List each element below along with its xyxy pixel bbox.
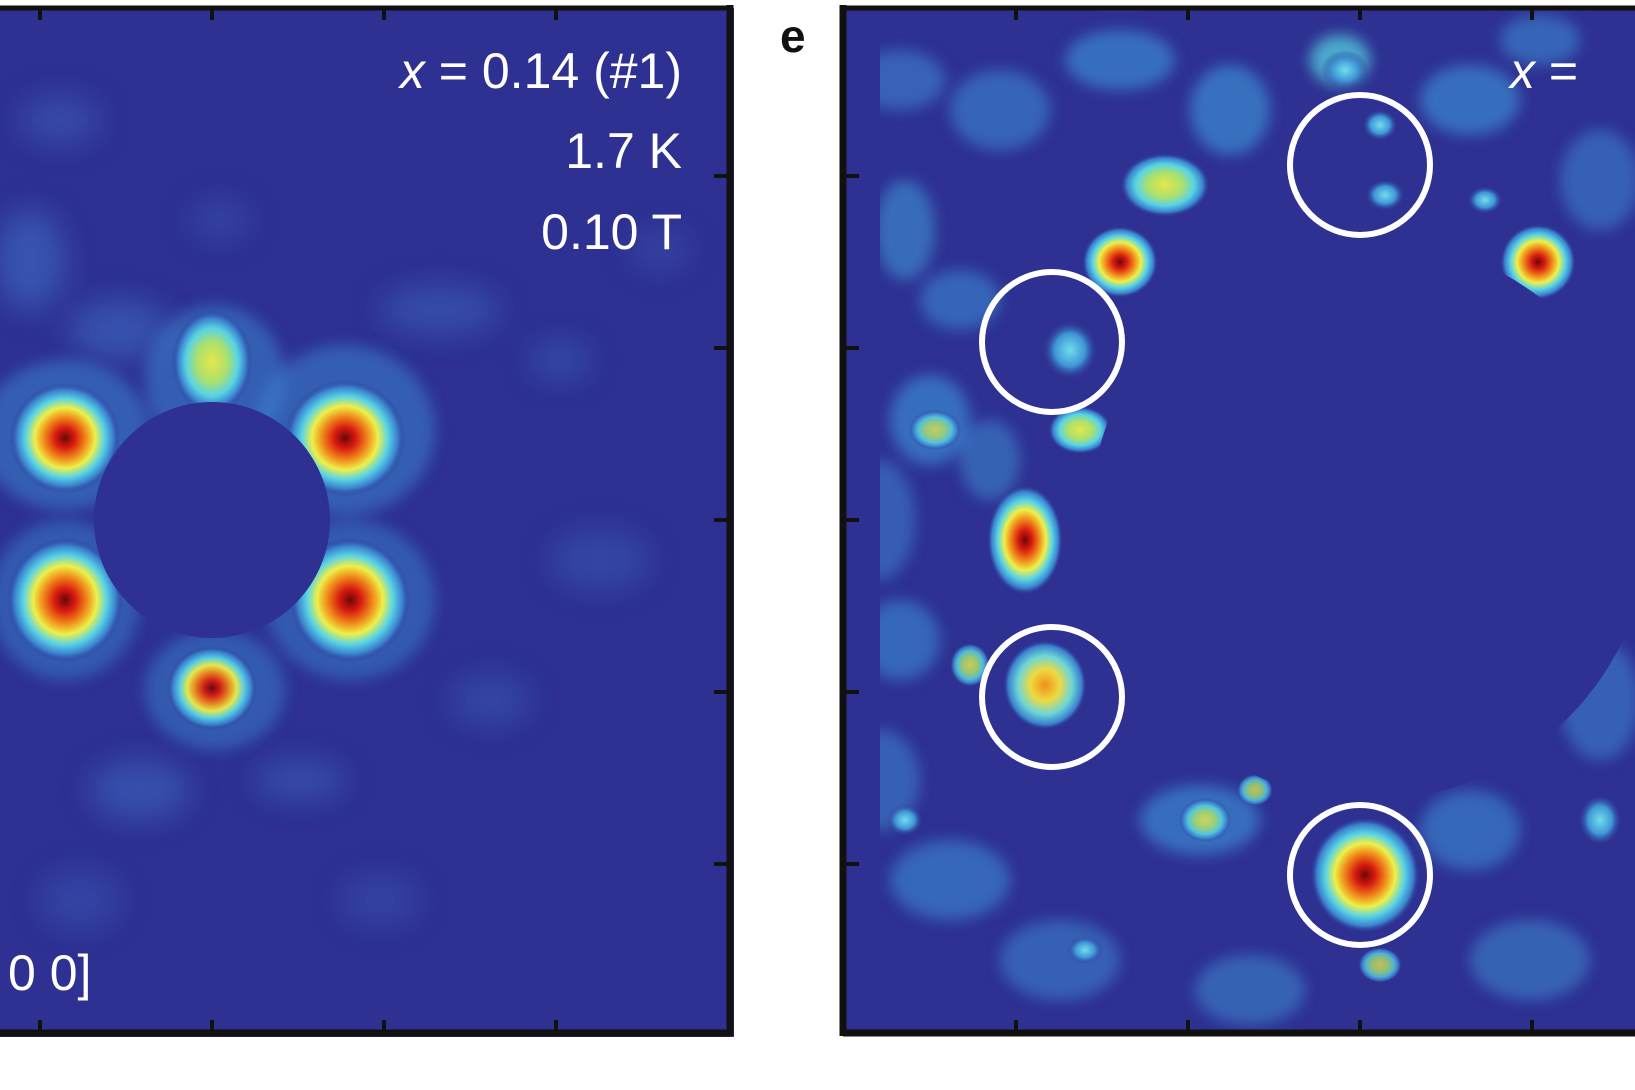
right-composition-label: x =: [1508, 43, 1578, 99]
right-spot-top-right-edge: [1500, 224, 1576, 300]
left-direction-label: 0 0]: [8, 945, 91, 1001]
left-field-label: 0.10 T: [541, 204, 682, 260]
left-noise-layer: [0, 95, 690, 930]
left-temperature-label: 1.7 K: [565, 123, 682, 179]
right-spots: [887, 50, 1622, 983]
right-beamstop-mask: [1090, 240, 1635, 800]
left-spot-lower: [167, 646, 257, 730]
right-panel-bottom-margin: [840, 1037, 1635, 1090]
left-beamstop-mask: [94, 402, 330, 638]
left-spot-lower-left: [7, 538, 123, 662]
right-spot-left-middle: [987, 485, 1063, 595]
right-spot-left-lower: [1003, 640, 1087, 730]
right-heatmap-panel: x =: [839, 5, 1635, 1037]
circle-marker-top: [1287, 92, 1433, 238]
right-spot-bottom: [1310, 817, 1420, 933]
circle-marker-upper-left: [979, 269, 1125, 415]
left-spot-lower-right: [290, 538, 410, 662]
right-ticks: [843, 8, 1534, 1033]
right-spot-upper-left-1: [1082, 226, 1158, 298]
left-panel-bottom-margin: [0, 1037, 734, 1090]
left-annotations: x = 0.14 (#1) 1.7 K 0.10 T 0 0]: [8, 43, 682, 1001]
right-circle-markers: [979, 92, 1433, 948]
panel-gutter: [734, 0, 840, 1090]
left-spot-upper-left: [10, 383, 120, 493]
left-ticks: [38, 8, 730, 1033]
left-composition-label: x = 0.14 (#1): [398, 43, 682, 99]
circle-marker-lower-left: [979, 624, 1125, 770]
circle-marker-bottom: [1287, 802, 1433, 948]
panel-label-e: e: [780, 10, 806, 62]
left-heatmap-panel: x = 0.14 (#1) 1.7 K 0.10 T 0 0]: [0, 5, 760, 1078]
left-spot-upper: [172, 310, 252, 414]
